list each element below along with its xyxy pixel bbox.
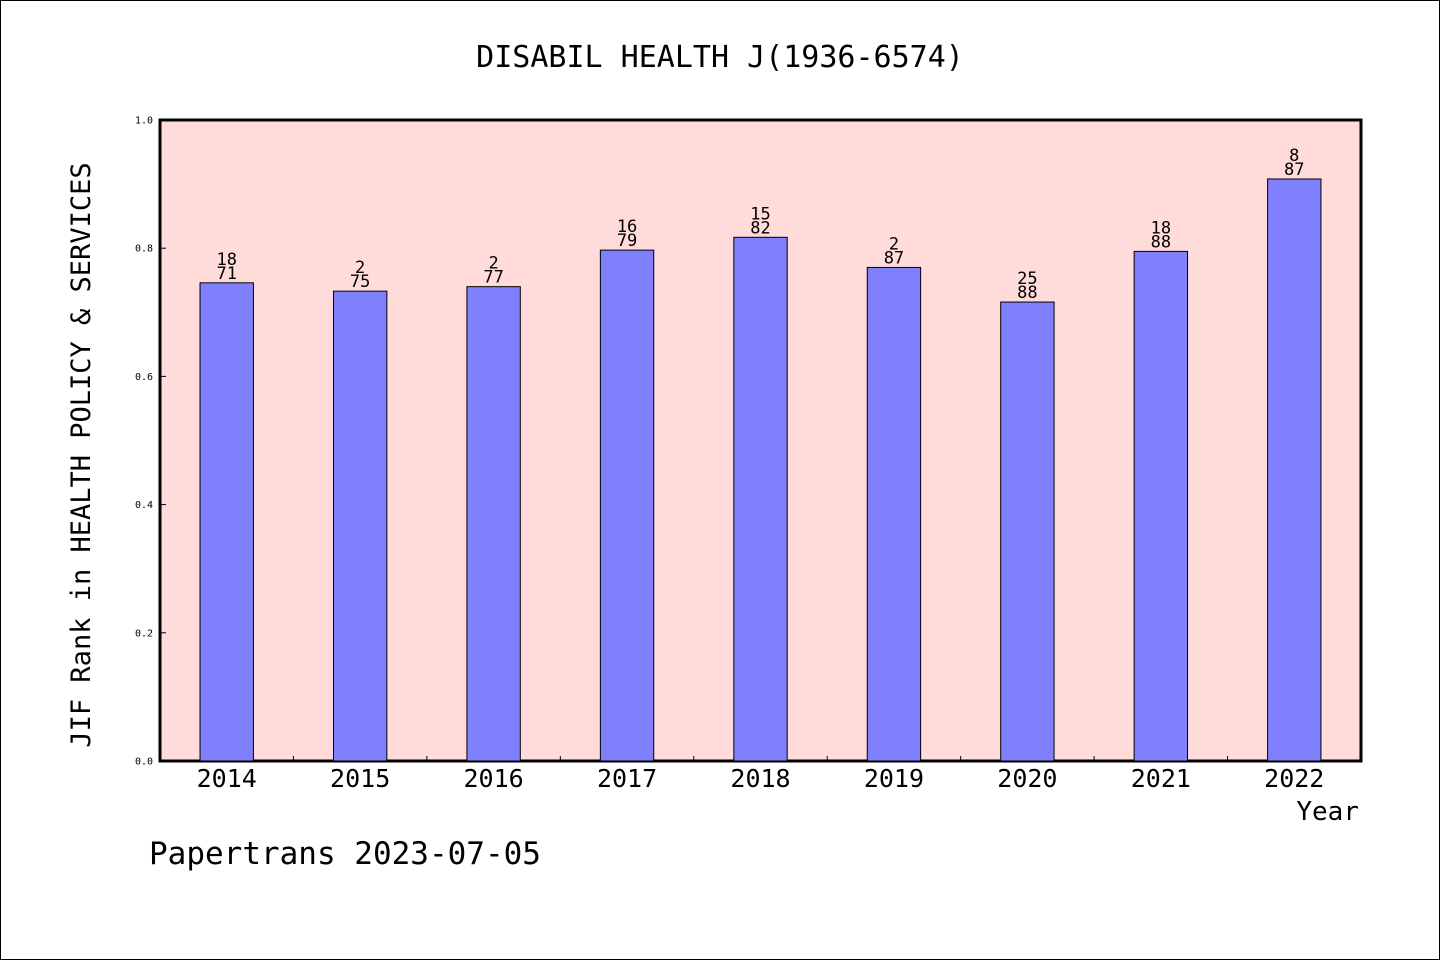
- bar-rank-label: 2: [889, 234, 899, 254]
- x-axis: 2014 2015 2016 2017 2018 2019 2020 2021 2022: [197, 756, 1324, 793]
- bar-2017: [599, 249, 655, 762]
- bar-total-label: 71: [216, 264, 236, 284]
- bar-2019: [866, 266, 922, 762]
- y-tick-label: 0.4: [135, 500, 153, 511]
- x-axis-label: Year: [1296, 797, 1359, 827]
- x-tick-label: 2017: [597, 764, 657, 793]
- bar-2022: [1267, 178, 1322, 762]
- x-tick-label: 2016: [464, 764, 524, 793]
- x-tick-label: 2018: [730, 764, 790, 793]
- bar-total-label: 75: [350, 272, 370, 292]
- bar-2021: [1133, 250, 1189, 762]
- x-tick-label: 2020: [997, 764, 1057, 793]
- bar-total-label: 77: [483, 268, 503, 288]
- y-tick-label: 0.6: [135, 372, 153, 383]
- bar-2018: [733, 236, 788, 762]
- x-tick-label: 2021: [1131, 764, 1191, 793]
- bar-total-label: 79: [617, 231, 637, 251]
- x-tick-label: 2022: [1264, 764, 1324, 793]
- bar-rank-label: 25: [1017, 269, 1037, 289]
- chart-title: DISABIL HEALTH J(1936-6574): [476, 40, 964, 75]
- footer-text: Papertrans 2023-07-05: [149, 836, 541, 872]
- x-tick-label: 2015: [330, 764, 390, 793]
- bars: [199, 178, 1322, 762]
- bar-2015: [332, 290, 388, 762]
- bar-rank-label: 15: [750, 204, 770, 224]
- y-tick-label: 0.0: [135, 757, 153, 768]
- x-tick-label: 2014: [197, 764, 257, 793]
- bar-total-label: 88: [1017, 283, 1037, 303]
- y-tick-label: 0.8: [135, 244, 153, 255]
- bar-rank-label: 18: [216, 250, 236, 270]
- bar-total-label: 88: [1151, 232, 1171, 252]
- y-tick-label: 1.0: [135, 116, 153, 127]
- y-tick-label: 0.2: [135, 628, 153, 639]
- bar-rank-label: 18: [1151, 218, 1171, 238]
- y-axis: 0.0 0.2 0.4 0.6 0.8 1.0: [135, 116, 166, 768]
- bar-total-label: 87: [1284, 160, 1304, 180]
- x-tick-label: 2019: [864, 764, 924, 793]
- bar-rank-label: 2: [488, 254, 498, 274]
- bar-rank-label: 16: [617, 217, 637, 237]
- bar-2016: [466, 286, 521, 762]
- bar-total-label: 87: [884, 248, 904, 268]
- bar-rank-label: 8: [1289, 146, 1299, 166]
- bar-total-label: 82: [750, 218, 770, 238]
- y-axis-label: JIF Rank in HEALTH POLICY & SERVICES: [66, 162, 97, 747]
- bar-rank-label: 2: [355, 258, 365, 278]
- bar-2014: [199, 282, 254, 762]
- bar-2020: [1000, 301, 1055, 762]
